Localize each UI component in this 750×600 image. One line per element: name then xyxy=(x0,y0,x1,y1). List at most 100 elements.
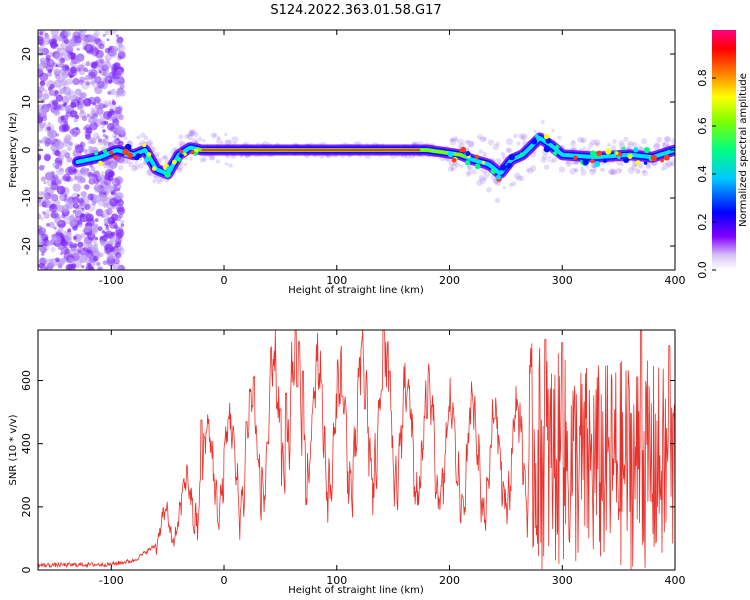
spectrogram-halo-point xyxy=(208,154,216,161)
spectrogram-point xyxy=(63,197,68,202)
spectrogram-point xyxy=(117,140,124,147)
spectrogram-point xyxy=(38,190,43,196)
spectrogram-blob xyxy=(134,155,140,161)
spectrogram-halo-point xyxy=(589,168,596,175)
spectrogram-halo-point xyxy=(618,168,623,172)
spectrogram-point xyxy=(69,244,74,249)
spectrogram-point xyxy=(103,140,107,144)
spectrogram-point xyxy=(63,86,72,96)
spectrogram-blob xyxy=(94,151,99,156)
snr-panel: -100 0 100 200 300 400 0 200 400 600 Height of s… xyxy=(8,329,686,596)
spectrogram-point xyxy=(103,161,110,169)
spectrogram-halo-point xyxy=(471,168,477,175)
spectrogram-halo-point xyxy=(186,133,191,138)
spectrogram-point xyxy=(74,43,78,47)
spectrogram-point xyxy=(44,154,51,162)
spectrogram-point xyxy=(114,72,124,82)
spectrogram-point xyxy=(115,252,122,259)
spectrogram-point xyxy=(103,110,112,120)
spectrogram-halo-point xyxy=(112,133,118,139)
spectrogram-point xyxy=(83,184,90,190)
spectrogram-point xyxy=(38,229,44,238)
spectrogram-point xyxy=(85,213,92,220)
spectrogram-point xyxy=(70,66,77,74)
spectrogram-blob xyxy=(481,160,486,165)
spectrogram-point xyxy=(115,228,125,238)
spectrogram-halo-point xyxy=(226,154,230,159)
spectrogram-halo-point xyxy=(155,175,162,182)
spectrogram-y-label: Frequency (Hz) xyxy=(8,112,19,188)
spectrogram-halo-point xyxy=(154,151,160,157)
spectrogram-halo-point xyxy=(450,163,458,171)
spectrogram-blob xyxy=(464,160,471,166)
spectrogram-halo-point xyxy=(542,153,548,160)
y-tick-label: 10 xyxy=(20,95,33,109)
spectrogram-halo-point xyxy=(197,136,203,142)
spectrogram-point xyxy=(55,213,61,219)
spectrogram-halo-point xyxy=(494,158,502,165)
spectrogram-point xyxy=(91,62,97,68)
spectrogram-halo-point xyxy=(593,166,597,171)
snr-series-line xyxy=(38,330,675,570)
spectrogram-blob xyxy=(183,152,187,156)
spectrogram-halo-point xyxy=(580,137,587,144)
spectrogram-blob xyxy=(179,149,183,154)
spectrogram-halo-point xyxy=(525,168,530,173)
spectrogram-blob xyxy=(112,155,118,160)
spectrogram-point xyxy=(47,121,51,125)
snr-frame xyxy=(37,329,676,571)
spectrogram-point xyxy=(62,139,70,147)
spectrogram-halo-point xyxy=(592,169,597,174)
spectrogram-blob xyxy=(97,160,103,166)
spectrogram-halo-point xyxy=(137,162,144,169)
spectrogram-point xyxy=(88,34,95,42)
spectrogram-point xyxy=(76,47,80,51)
spectrogram-point xyxy=(108,30,117,35)
spectrogram-point xyxy=(111,177,121,187)
spectrogram-point xyxy=(58,258,66,266)
spectrogram-point xyxy=(116,137,120,141)
spectrogram-point xyxy=(40,176,46,182)
spectrogram-point xyxy=(77,197,84,204)
spectrogram-point xyxy=(95,208,104,217)
spectrogram-halo-point xyxy=(138,142,142,146)
spectrogram-point xyxy=(90,166,96,172)
spectrogram-halo-point xyxy=(635,168,641,174)
spectrogram-point xyxy=(64,30,71,37)
spectrogram-point xyxy=(78,254,88,264)
spectrogram-point xyxy=(50,193,59,202)
spectrogram-blob xyxy=(177,157,182,162)
spectrogram-point xyxy=(115,204,124,213)
spectrogram-halo-point xyxy=(627,167,635,174)
x-tick-label: 200 xyxy=(439,574,460,587)
snr-y-label: SNR (10 * v/v) xyxy=(8,414,19,485)
spectrogram-halo-point xyxy=(580,166,585,172)
spectrogram-point xyxy=(84,74,91,81)
spectrogram-halo-point xyxy=(228,163,233,168)
spectrogram-point xyxy=(42,190,48,197)
spectrogram-halo-point xyxy=(128,161,134,168)
spectrogram-halo-point xyxy=(662,141,666,145)
spectrogram-halo-point xyxy=(449,139,457,146)
spectrogram-point xyxy=(107,102,112,106)
spectrogram-halo-point xyxy=(215,159,221,164)
spectrogram-point xyxy=(99,58,105,64)
spectrogram-halo-point xyxy=(610,145,617,151)
chart-title: S124.2022.363.01.58.G17 xyxy=(270,3,441,18)
spectrogram-halo-point xyxy=(467,140,474,148)
spectrogram-point xyxy=(91,223,99,231)
spectrogram-point xyxy=(117,89,123,95)
spectrogram-halo-point xyxy=(520,135,526,141)
spectrogram-point xyxy=(78,68,86,76)
spectrogram-halo-point xyxy=(189,128,196,136)
spectrogram-halo-point xyxy=(487,139,494,146)
spectrogram-point xyxy=(104,174,111,181)
spectrogram-point xyxy=(89,110,97,118)
spectrogram-point xyxy=(82,250,87,255)
spectrogram-halo-point xyxy=(609,170,613,175)
spectrogram-point xyxy=(72,148,80,156)
spectrogram-halo-point xyxy=(661,166,666,171)
spectrogram-point xyxy=(38,246,45,253)
spectrogram-halo-point xyxy=(162,154,168,160)
spectrogram-halo-point xyxy=(599,168,603,172)
